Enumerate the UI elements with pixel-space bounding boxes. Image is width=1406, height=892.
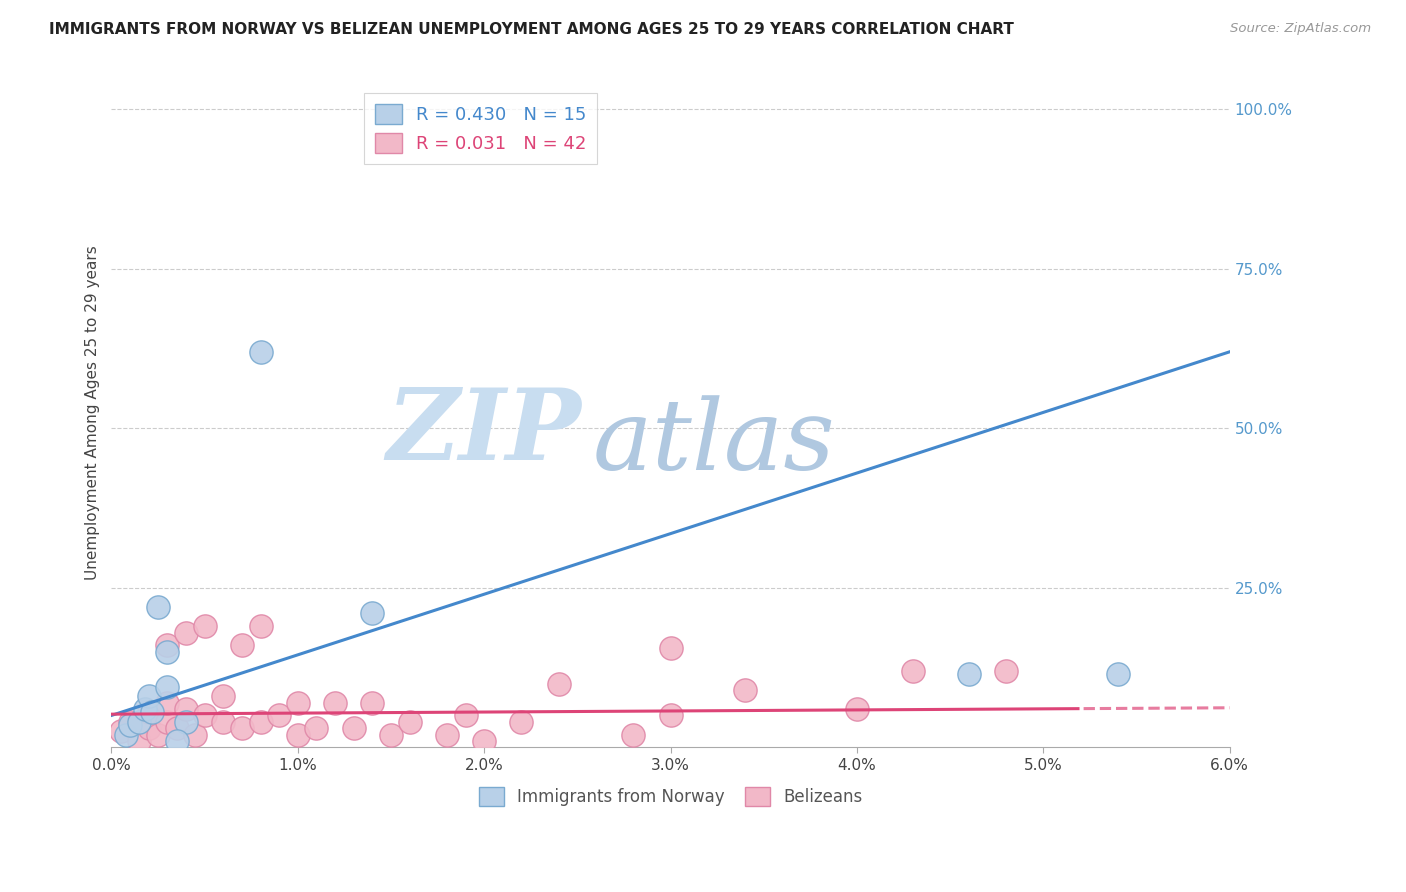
Point	[146, 728, 169, 742]
Point	[380, 728, 402, 742]
Point	[659, 641, 682, 656]
Point	[621, 728, 644, 742]
Point	[212, 714, 235, 729]
Point	[128, 714, 150, 729]
Legend: Immigrants from Norway, Belizeans: Immigrants from Norway, Belizeans	[472, 780, 869, 813]
Point	[118, 714, 141, 729]
Point	[156, 696, 179, 710]
Point	[249, 714, 271, 729]
Point	[547, 676, 569, 690]
Point	[734, 682, 756, 697]
Text: Source: ZipAtlas.com: Source: ZipAtlas.com	[1230, 22, 1371, 36]
Point	[287, 696, 309, 710]
Point	[141, 705, 163, 719]
Point	[1107, 667, 1129, 681]
Point	[174, 625, 197, 640]
Point	[146, 599, 169, 614]
Point	[156, 680, 179, 694]
Point	[128, 734, 150, 748]
Point	[472, 734, 495, 748]
Point	[138, 721, 160, 735]
Point	[249, 344, 271, 359]
Point	[166, 721, 188, 735]
Point	[110, 724, 132, 739]
Point	[957, 667, 980, 681]
Point	[156, 714, 179, 729]
Point	[134, 702, 156, 716]
Point	[287, 728, 309, 742]
Point	[115, 728, 138, 742]
Point	[361, 607, 384, 621]
Point	[166, 734, 188, 748]
Point	[845, 702, 868, 716]
Point	[901, 664, 924, 678]
Point	[659, 708, 682, 723]
Point	[343, 721, 366, 735]
Point	[174, 714, 197, 729]
Text: atlas: atlas	[592, 395, 835, 491]
Point	[156, 645, 179, 659]
Point	[231, 638, 253, 652]
Point	[454, 708, 477, 723]
Point	[305, 721, 328, 735]
Point	[118, 718, 141, 732]
Point	[995, 664, 1018, 678]
Text: ZIP: ZIP	[387, 384, 581, 481]
Point	[194, 708, 217, 723]
Point	[361, 696, 384, 710]
Point	[184, 728, 207, 742]
Point	[138, 705, 160, 719]
Point	[194, 619, 217, 633]
Point	[174, 702, 197, 716]
Point	[323, 696, 346, 710]
Point	[212, 690, 235, 704]
Point	[231, 721, 253, 735]
Point	[156, 638, 179, 652]
Point	[510, 714, 533, 729]
Point	[138, 690, 160, 704]
Text: IMMIGRANTS FROM NORWAY VS BELIZEAN UNEMPLOYMENT AMONG AGES 25 TO 29 YEARS CORREL: IMMIGRANTS FROM NORWAY VS BELIZEAN UNEMP…	[49, 22, 1014, 37]
Point	[269, 708, 291, 723]
Point	[436, 728, 458, 742]
Point	[398, 714, 420, 729]
Y-axis label: Unemployment Among Ages 25 to 29 years: Unemployment Among Ages 25 to 29 years	[86, 245, 100, 580]
Point	[249, 619, 271, 633]
